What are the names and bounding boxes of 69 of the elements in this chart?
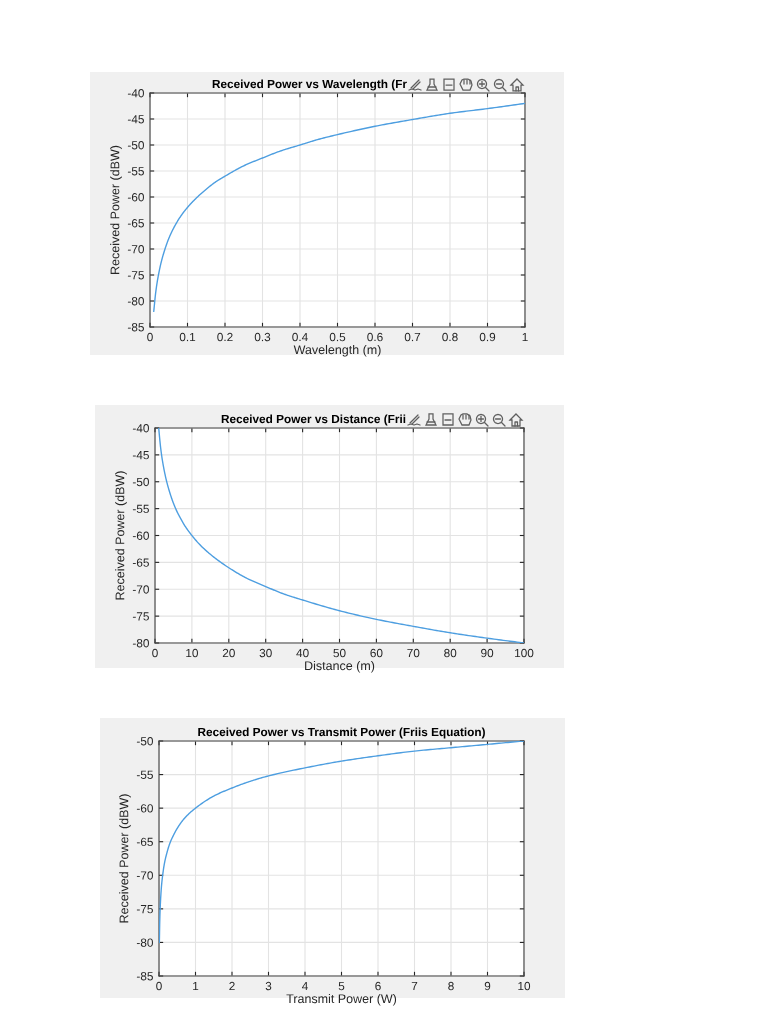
y-tick-label: -65 <box>132 558 149 567</box>
x-tick-label: 0.6 <box>367 332 383 342</box>
x-tick-label: 100 <box>515 648 534 658</box>
y-tick-label: -70 <box>136 871 153 880</box>
x-tick-label: 90 <box>481 648 494 658</box>
y-tick-label: -60 <box>127 193 144 202</box>
y-tick-label: -80 <box>127 297 144 306</box>
x-tick-label: 0.4 <box>292 332 308 342</box>
y-tick-label: -70 <box>132 585 149 594</box>
y-tick-label: -75 <box>136 905 153 914</box>
y-tick-label: -65 <box>136 837 153 847</box>
x-axis-title: Transmit Power (W) <box>286 993 397 1006</box>
x-tick-label: 0.5 <box>329 332 346 342</box>
x-tick-label: 0.8 <box>442 332 458 342</box>
x-tick-label: 6 <box>375 981 381 991</box>
x-tick-label: 4 <box>301 981 308 991</box>
y-tick-label: -40 <box>132 424 149 433</box>
x-axis-title: Distance (m) <box>305 660 375 673</box>
x-tick-label: 1 <box>193 981 199 991</box>
x-axis-title: Wavelength (m) <box>293 344 381 357</box>
x-tick-label: 7 <box>411 981 418 991</box>
x-tick-label: 1 <box>522 332 528 342</box>
x-tick-label: 30 <box>259 648 272 658</box>
x-tick-label: 70 <box>407 648 420 658</box>
y-tick-label: -85 <box>136 972 153 981</box>
x-tick-label: 3 <box>265 981 272 991</box>
x-tick-label: 80 <box>444 648 457 658</box>
x-tick-label: 5 <box>338 981 345 991</box>
y-tick-label: -55 <box>127 167 144 176</box>
x-tick-label: 10 <box>186 648 198 658</box>
y-tick-label: -50 <box>136 737 153 746</box>
x-tick-label: 0.1 <box>179 332 196 342</box>
x-tick-label: 0.2 <box>217 332 233 342</box>
y-tick-label: -55 <box>136 770 153 779</box>
y-axis-title: Received Power (dBW) <box>115 471 127 600</box>
y-tick-label: -45 <box>132 451 149 460</box>
x-tick-label: 0 <box>152 648 158 658</box>
x-tick-label: 0.7 <box>404 332 421 342</box>
x-tick-label: 0 <box>147 332 153 342</box>
y-tick-label: -70 <box>127 245 144 254</box>
x-tick-label: 9 <box>484 981 491 991</box>
x-tick-label: 10 <box>518 981 531 991</box>
x-tick-label: 0.9 <box>479 332 496 342</box>
y-tick-label: -80 <box>136 938 153 947</box>
chart-title: Received Power vs Wavelength (Fr <box>212 79 407 91</box>
x-tick-label: 0.3 <box>254 332 271 342</box>
y-tick-label: -75 <box>132 612 149 621</box>
x-tick-label: 40 <box>296 648 309 658</box>
y-tick-label: -55 <box>132 504 149 514</box>
chart-title: Received Power vs Transmit Power (Friis Equation) <box>198 727 485 739</box>
y-axis-title: Received Power (dBW) <box>119 794 131 923</box>
y-tick-label: -75 <box>127 271 144 280</box>
chart-title: Received Power vs Distance (Frii <box>221 414 406 426</box>
x-tick-label: 20 <box>222 648 235 658</box>
y-tick-label: -60 <box>132 531 149 540</box>
y-tick-label: -65 <box>127 219 144 228</box>
y-tick-label: -50 <box>132 477 149 487</box>
y-tick-label: -45 <box>127 115 144 124</box>
y-tick-label: -60 <box>136 804 153 813</box>
x-tick-label: 0 <box>156 981 162 991</box>
x-tick-label: 60 <box>370 648 383 658</box>
y-tick-label: -80 <box>132 639 149 648</box>
y-tick-label: -85 <box>127 323 144 332</box>
y-axis-title: Received Power (dBW) <box>110 145 122 274</box>
y-tick-label: -50 <box>127 141 144 150</box>
x-tick-label: 2 <box>229 981 235 991</box>
x-tick-label: 8 <box>448 981 454 991</box>
y-tick-label: -40 <box>127 89 144 98</box>
x-tick-label: 50 <box>333 648 346 658</box>
